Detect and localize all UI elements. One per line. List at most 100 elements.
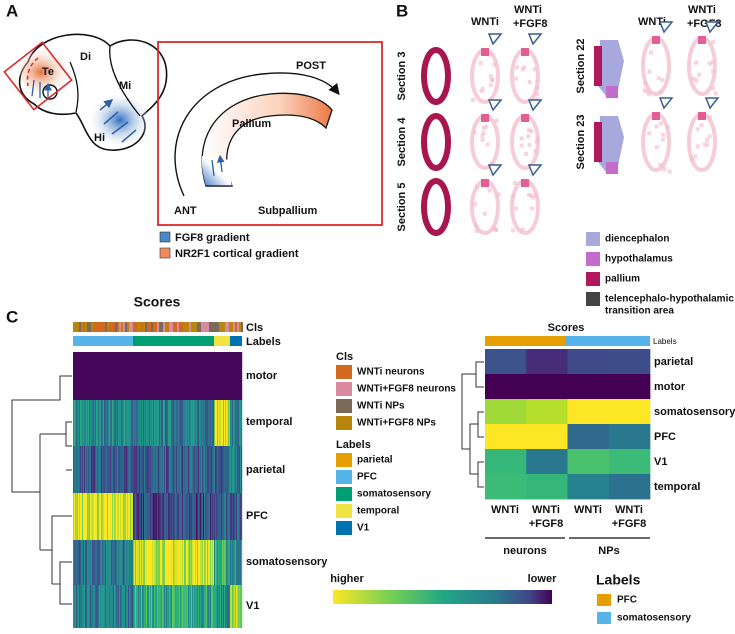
heatmap-stripe (81, 493, 83, 540)
heatmap-stripe (144, 540, 146, 585)
legend-label: transition area (605, 306, 674, 317)
heatmap-stripe (136, 540, 138, 585)
heatmap-cell (567, 449, 610, 475)
pixel (489, 52, 494, 57)
pixel (514, 206, 519, 211)
heatmap-stripe (133, 400, 135, 446)
heatmap-stripe (221, 585, 223, 628)
heatmap-stripe (206, 585, 208, 628)
heatmap-stripe (194, 540, 196, 585)
slice (510, 114, 540, 170)
heatmap-stripe (164, 400, 166, 446)
heatmap-stripe (153, 400, 155, 446)
heatmap-stripe (183, 446, 185, 493)
cls-bar (217, 322, 219, 332)
heatmap-stripe (237, 493, 239, 540)
heatmap-stripe (232, 446, 234, 493)
heatmap-stripe (152, 446, 154, 493)
heatmap-stripe (114, 585, 116, 628)
annotation-legends: Cls WNTi neurons WNTi+FGF8 neurons WNTi NPs… (336, 351, 456, 535)
heatmap-stripe (92, 446, 94, 493)
cls-bar (229, 322, 231, 332)
heatmap-stripe (201, 585, 203, 628)
pixel (534, 97, 539, 102)
heatmap-stripe (73, 400, 75, 446)
heatmap-stripe (75, 493, 77, 540)
heatmap-stripe (217, 540, 219, 585)
heatmap-stripe (102, 446, 104, 493)
pixel (473, 223, 478, 228)
legend-swatch (159, 231, 171, 243)
column-header: WNTi (638, 16, 666, 28)
heatmap-stripe (222, 540, 224, 585)
heatmap-stripe (220, 446, 222, 493)
heatmap-stripe (155, 585, 157, 628)
legend-title: Labels (596, 572, 641, 588)
heatmap-stripe (158, 352, 160, 400)
cls-bar (81, 322, 83, 332)
pixel (710, 60, 715, 65)
heatmap-stripe (81, 540, 83, 585)
heatmap-stripe (224, 540, 226, 585)
section-label: Section 4 (396, 117, 408, 167)
heatmap-stripe (229, 352, 231, 400)
heatmap-stripe (191, 585, 193, 628)
heatmap-stripe (161, 540, 163, 585)
legend-label: NR2F1 cortical gradient (175, 248, 299, 260)
legend-swatch (336, 504, 352, 518)
heatmap-stripe (97, 585, 99, 628)
heatmap-stripe (235, 400, 237, 446)
area-label: Subpallium (258, 205, 318, 217)
heatmap-stripe (125, 352, 127, 400)
row-label: PFC (654, 431, 676, 443)
embryo-sketch (3, 33, 168, 151)
heatmap-stripe (138, 352, 140, 400)
heatmap-stripe (164, 352, 166, 400)
heatmap-stripe (231, 585, 233, 628)
pixel (648, 50, 653, 55)
heatmap-stripe (156, 585, 158, 628)
heatmap-stripe (154, 352, 156, 400)
heatmap-stripe (151, 540, 153, 585)
heatmap-stripe (167, 446, 169, 493)
heatmap-stripe (161, 493, 163, 540)
heatmap-stripe (194, 352, 196, 400)
heatmap-stripe (108, 352, 110, 400)
cls-bar (159, 322, 161, 332)
heatmap-stripe (122, 540, 124, 585)
cls-bar (183, 322, 185, 332)
heatmap-stripe (112, 585, 114, 628)
heatmap-stripe (80, 493, 82, 540)
heatmap-stripe (97, 446, 99, 493)
heatmap-stripe (154, 540, 156, 585)
heatmap-stripe (234, 400, 236, 446)
heatmap-stripe (224, 400, 226, 446)
group-label: neurons (503, 545, 546, 557)
arrowhead (487, 164, 503, 177)
heatmap-stripe (190, 493, 192, 540)
heatmap-stripe (159, 400, 161, 446)
heatmap-stripe (202, 585, 204, 628)
heatmap-stripe (159, 493, 161, 540)
heatmap-stripe (214, 585, 216, 628)
heatmap-stripe (209, 352, 211, 400)
heatmap-cell (485, 349, 527, 375)
heatmap-stripe (227, 493, 229, 540)
legend-swatch (336, 382, 352, 396)
heatmap-stripe (80, 400, 82, 446)
heatmap-stripe (192, 540, 194, 585)
heatmap-stripe (135, 400, 137, 446)
heatmap-stripe (172, 540, 174, 585)
heatmap-stripe (130, 493, 132, 540)
heatmap-stripe (90, 585, 92, 628)
heatmap-stripe (140, 400, 142, 446)
heatmap-stripe (99, 493, 101, 540)
heatmap-stripe (234, 540, 236, 585)
heatmap-stripe (78, 352, 80, 400)
pixel (713, 91, 718, 96)
heatmap-stripe (146, 540, 148, 585)
cls-bar (79, 322, 81, 332)
heatmap-stripe (152, 352, 154, 400)
row-dendrogram (11, 375, 72, 605)
heatmap-stripe (111, 352, 113, 400)
